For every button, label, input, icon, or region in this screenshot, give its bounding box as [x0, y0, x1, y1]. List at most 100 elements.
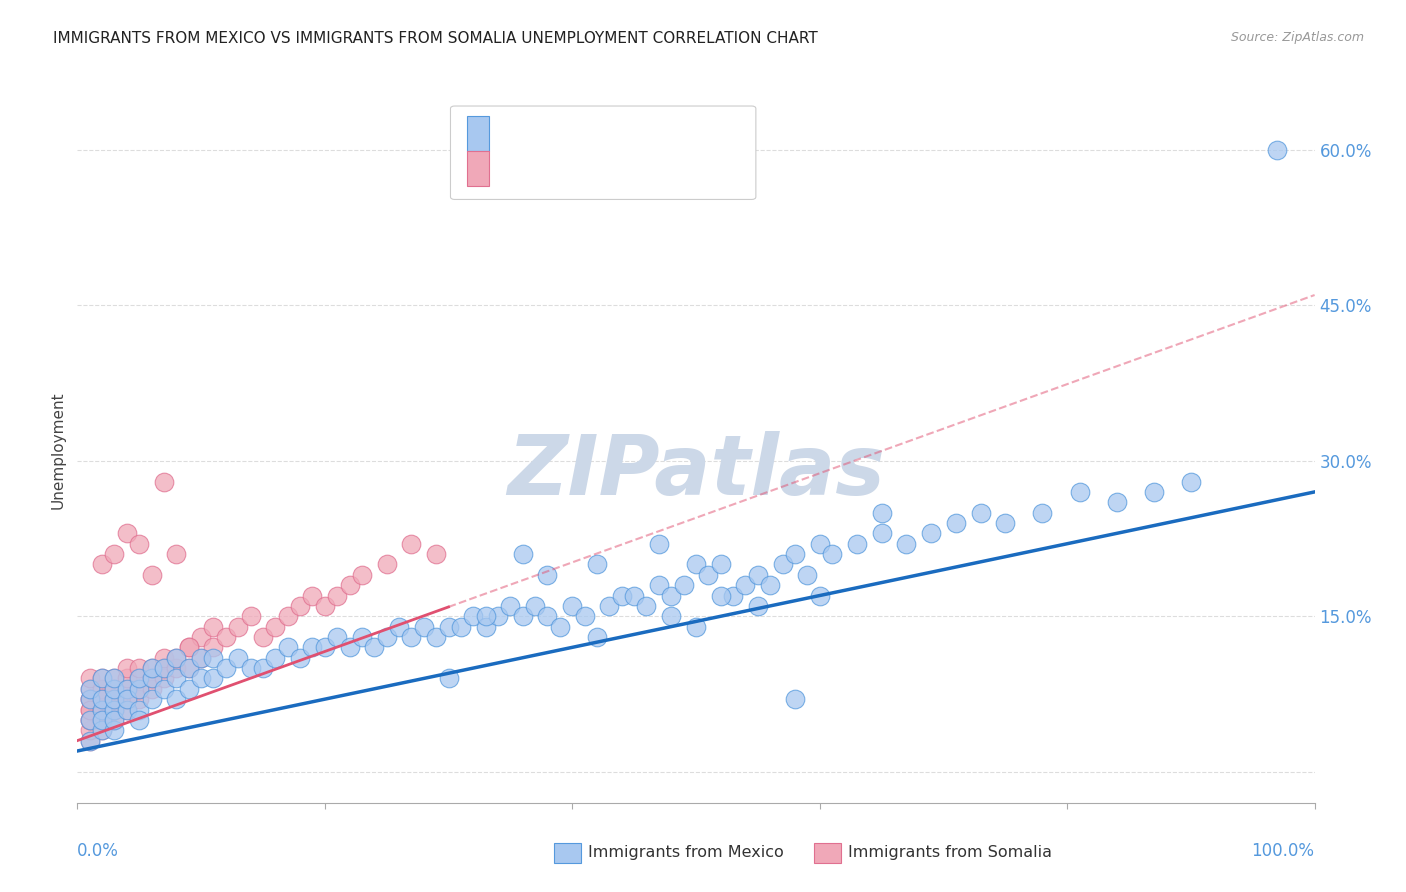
Point — [141, 661, 163, 675]
Point — [177, 661, 200, 675]
Point — [128, 537, 150, 551]
Point — [115, 681, 138, 696]
Text: N = 112: N = 112 — [589, 126, 657, 141]
Point — [474, 609, 496, 624]
Point — [512, 609, 534, 624]
Point — [202, 650, 225, 665]
Point — [548, 619, 571, 633]
Point — [153, 672, 176, 686]
Point — [91, 672, 114, 686]
FancyBboxPatch shape — [554, 843, 581, 863]
Point — [91, 713, 114, 727]
Point — [783, 692, 806, 706]
Point — [103, 692, 125, 706]
Point — [79, 702, 101, 716]
Point — [1180, 475, 1202, 489]
Point — [375, 630, 398, 644]
Point — [91, 672, 114, 686]
Point — [141, 672, 163, 686]
Point — [636, 599, 658, 613]
Point — [128, 661, 150, 675]
Point — [153, 661, 176, 675]
Point — [177, 681, 200, 696]
Point — [685, 619, 707, 633]
Point — [128, 672, 150, 686]
Point — [153, 661, 176, 675]
Point — [165, 692, 187, 706]
Point — [659, 609, 682, 624]
Text: Immigrants from Somalia: Immigrants from Somalia — [848, 846, 1052, 860]
Point — [128, 702, 150, 716]
Point — [165, 650, 187, 665]
Point — [215, 661, 238, 675]
Point — [79, 672, 101, 686]
Point — [103, 713, 125, 727]
Point — [165, 661, 187, 675]
Point — [1105, 495, 1128, 509]
Point — [103, 547, 125, 561]
Text: R = 0.640: R = 0.640 — [502, 126, 578, 141]
Point — [697, 567, 720, 582]
Point — [128, 672, 150, 686]
Point — [314, 599, 336, 613]
Point — [239, 609, 262, 624]
Point — [870, 506, 893, 520]
Text: ZIPatlas: ZIPatlas — [508, 431, 884, 512]
Point — [103, 692, 125, 706]
Point — [759, 578, 782, 592]
Point — [128, 692, 150, 706]
Point — [375, 558, 398, 572]
Point — [425, 630, 447, 644]
Point — [586, 558, 609, 572]
Point — [512, 547, 534, 561]
Point — [598, 599, 620, 613]
Point — [486, 609, 509, 624]
Point — [79, 733, 101, 747]
Point — [499, 599, 522, 613]
Point — [91, 713, 114, 727]
Point — [103, 681, 125, 696]
Point — [103, 702, 125, 716]
Point — [783, 547, 806, 561]
Point — [412, 619, 434, 633]
Point — [91, 558, 114, 572]
Point — [474, 619, 496, 633]
Point — [177, 661, 200, 675]
Point — [350, 567, 373, 582]
Point — [969, 506, 991, 520]
Point — [165, 547, 187, 561]
Point — [264, 619, 287, 633]
Point — [141, 661, 163, 675]
Point — [103, 723, 125, 738]
Point — [177, 640, 200, 655]
Point — [141, 692, 163, 706]
Point — [574, 609, 596, 624]
Point — [772, 558, 794, 572]
Point — [277, 640, 299, 655]
Point — [623, 589, 645, 603]
Point — [363, 640, 385, 655]
Point — [103, 692, 125, 706]
Point — [648, 537, 671, 551]
Point — [659, 589, 682, 603]
FancyBboxPatch shape — [814, 843, 841, 863]
Text: N = 73: N = 73 — [589, 161, 647, 176]
Point — [141, 672, 163, 686]
Point — [128, 681, 150, 696]
Point — [896, 537, 918, 551]
Point — [115, 661, 138, 675]
Point — [524, 599, 547, 613]
Point — [91, 713, 114, 727]
Point — [115, 526, 138, 541]
Point — [190, 650, 212, 665]
Point — [721, 589, 744, 603]
Point — [79, 713, 101, 727]
Point — [808, 589, 831, 603]
Text: R = 0.669: R = 0.669 — [502, 161, 579, 176]
Point — [91, 692, 114, 706]
Point — [91, 692, 114, 706]
Point — [401, 630, 423, 644]
Point — [202, 672, 225, 686]
Point — [103, 672, 125, 686]
Point — [79, 692, 101, 706]
